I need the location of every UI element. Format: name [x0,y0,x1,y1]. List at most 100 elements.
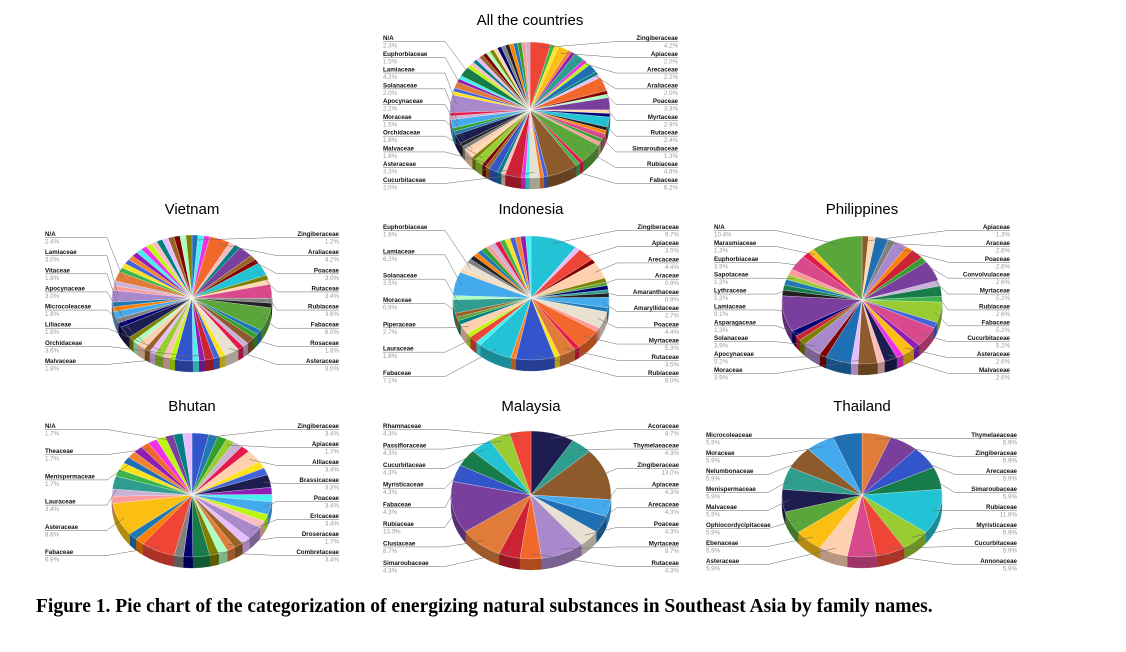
label-name: Passifloraceae [383,443,427,450]
label-name: Moraceae [383,297,412,304]
leader-line [602,487,679,508]
label-name: Amaryllidaceae [634,305,680,312]
label-percent: 2.0% [383,185,398,192]
pie-slice-side [877,361,885,374]
leader-line [383,230,471,269]
label-percent: 1.8% [383,153,398,160]
label-name: Piperaceae [383,321,416,328]
label-percent: 2.6% [996,375,1011,382]
label-name: Euphorbiaceae [383,224,428,231]
leader-line [597,318,679,329]
label-percent: 5.9% [1003,440,1018,447]
pie-slice-side [554,355,560,369]
label-percent: 5.9% [706,548,721,555]
label-percent: 1.3% [714,279,729,286]
label-percent: 9.1% [714,311,729,318]
label-percent: 4.3% [665,450,680,457]
label-percent: 1.8% [325,347,340,354]
label-name: Cucurbitaceae [383,462,426,469]
pie-slice-side [192,360,200,373]
label-name: Poaceae [654,521,680,528]
label-percent: 5.2% [996,295,1011,302]
leader-line [581,246,679,259]
leader-line [383,551,512,567]
leader-line [706,500,789,511]
label-name: Zingiberaceae [975,450,1017,457]
label-name: Moraceae [714,367,743,374]
leader-line [383,336,478,353]
label-name: Brassicaceae [299,477,339,484]
label-name: N/A [45,231,56,238]
leader-line [714,355,841,358]
leader-line [602,121,678,137]
label-name: Arecaceae [648,501,680,508]
leader-line [564,348,679,361]
label-percent: 3.3% [383,169,398,176]
leader-line [383,303,464,318]
label-percent: 4.8% [664,169,679,176]
label-percent: 2.4% [664,137,679,144]
leader-line [383,135,483,159]
label-percent: 5.2% [996,343,1011,350]
leader-line [383,448,485,469]
pie-chart-6: ThailandMicrocoleaceae5.9%Moraceae5.9%Ne… [706,398,1018,573]
leader-line [383,104,464,137]
label-name: Droseraceae [302,531,340,538]
label-name: Apocynaceae [714,351,754,358]
pie-slice-side [500,173,506,186]
leader-line [714,262,803,266]
pie-slice-side [497,171,502,185]
leader-line [383,151,497,166]
pie-slice-side [539,176,545,189]
label-percent: 6.0% [325,329,340,336]
leader-line [714,230,839,245]
label-percent: 2.6% [996,263,1011,270]
leader-line [600,468,679,476]
label-percent: 5.9% [706,458,721,465]
label-name: Solanaceae [383,82,418,89]
label-percent: 2.0% [664,90,679,97]
leader-line [706,547,836,565]
label-percent: 5.9% [1003,530,1018,537]
label-percent: 1.5% [383,121,398,128]
pie-slice-side [168,358,175,371]
label-percent: 5.9% [1003,476,1018,483]
pie-slice [450,481,532,532]
label-percent: 4.4% [665,329,680,336]
label-name: Apocynaceae [383,98,423,105]
label-name: Orchidaceae [383,130,421,137]
label-name: Menispermaceae [706,486,756,493]
pie [449,41,611,190]
label-percent: 3.4% [325,521,340,528]
leader-line [933,311,1010,327]
leader-line [603,104,678,121]
leader-line [706,479,792,493]
leader-line [45,327,162,352]
